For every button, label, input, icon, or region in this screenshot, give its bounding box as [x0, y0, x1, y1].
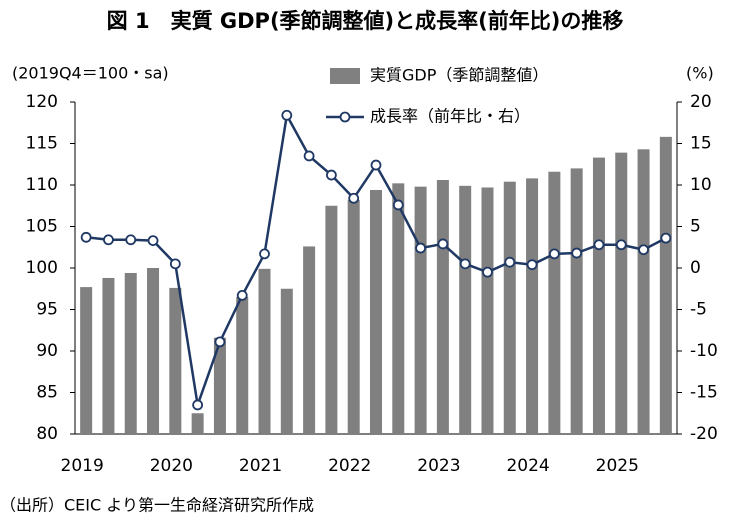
bar: [236, 297, 249, 434]
bar: [592, 157, 605, 435]
bar: [414, 186, 427, 434]
bar: [637, 149, 650, 434]
line-marker: [103, 234, 114, 246]
y2-tick-label: 20: [690, 92, 712, 112]
line-marker: [370, 159, 382, 171]
y2-tick-label: 0: [690, 258, 701, 278]
y-tick-label: 95: [36, 300, 58, 320]
y-tick-label: 105: [26, 217, 58, 237]
bar: [570, 168, 583, 434]
line-marker: [80, 231, 92, 243]
line-marker: [548, 248, 560, 260]
legend-label: 実質GDP（季節調整値）: [370, 66, 548, 85]
legend-label: 成長率（前年比・右）: [370, 107, 530, 126]
y2-tick-label: -20: [690, 424, 718, 444]
y-tick-label: 100: [26, 258, 58, 278]
bar: [526, 178, 539, 434]
bar: [102, 277, 115, 434]
bar: [325, 205, 338, 434]
bar: [258, 268, 271, 434]
bar: [213, 337, 226, 434]
y-tick-label: 80: [36, 424, 58, 444]
y-tick-label: 85: [36, 383, 58, 403]
line-marker: [437, 238, 449, 250]
bar: [147, 268, 160, 434]
bar: [548, 171, 561, 434]
line-marker: [526, 259, 538, 271]
bar: [615, 152, 628, 434]
y-tick-label: 115: [26, 134, 58, 154]
bar: [503, 181, 516, 434]
line-marker: [593, 239, 605, 251]
bar: [436, 180, 449, 434]
x-tick-label: 2023: [417, 456, 460, 476]
bar: [370, 189, 382, 434]
line-marker: [259, 248, 270, 260]
bar: [124, 272, 137, 434]
y2-tick-label: -15: [690, 383, 718, 403]
bar: [303, 246, 316, 434]
x-tick-label: 2019: [61, 456, 104, 476]
bar: [481, 187, 494, 434]
x-tick-label: 2025: [596, 456, 639, 476]
line-marker: [192, 399, 204, 411]
bar: [169, 287, 182, 434]
bar: [459, 185, 472, 434]
line-marker: [504, 256, 516, 268]
y2-tick-label: 15: [690, 134, 712, 154]
bar: [191, 413, 204, 434]
line-marker: [236, 289, 248, 301]
bar: [80, 287, 93, 434]
line-marker: [303, 150, 315, 162]
line-marker: [415, 242, 426, 254]
y2-tick-label: 10: [690, 175, 712, 195]
line-marker: [459, 258, 471, 270]
line-marker: [392, 199, 404, 211]
legend-swatch: [339, 111, 351, 123]
line-marker: [214, 336, 226, 348]
x-tick-label: 2020: [150, 456, 193, 476]
line-marker: [482, 266, 493, 278]
bar: [347, 199, 360, 434]
y2-tick-label: 5: [690, 217, 701, 237]
line-marker: [638, 244, 649, 256]
x-tick-label: 2021: [239, 456, 282, 476]
y-axis-label: (2019Q4＝100・sa): [12, 64, 169, 83]
bar: [280, 288, 293, 434]
line-marker: [571, 247, 583, 259]
x-tick-label: 2022: [328, 456, 371, 476]
line-marker: [125, 234, 137, 246]
line-marker: [169, 258, 181, 270]
line-marker: [147, 235, 159, 247]
bar: [659, 136, 672, 435]
line-marker: [660, 232, 672, 244]
line-marker: [348, 192, 360, 204]
x-tick-label: 2024: [506, 456, 549, 476]
source-note: （出所）CEIC より第一生命経済研究所作成: [0, 496, 314, 515]
legend-swatch: [330, 68, 360, 84]
y2-tick-label: -5: [690, 300, 707, 320]
bar: [392, 183, 405, 434]
line-marker: [281, 109, 293, 121]
line-marker: [615, 239, 627, 251]
y2-axis-label: (%): [686, 64, 714, 83]
chart-title: 図 1 実質 GDP(季節調整値)と成長率(前年比)の推移: [107, 9, 624, 33]
y-tick-label: 120: [26, 92, 58, 112]
y-tick-label: 90: [36, 341, 58, 361]
y-tick-label: 110: [26, 175, 58, 195]
y2-tick-label: -10: [690, 341, 718, 361]
line-marker: [326, 169, 337, 181]
